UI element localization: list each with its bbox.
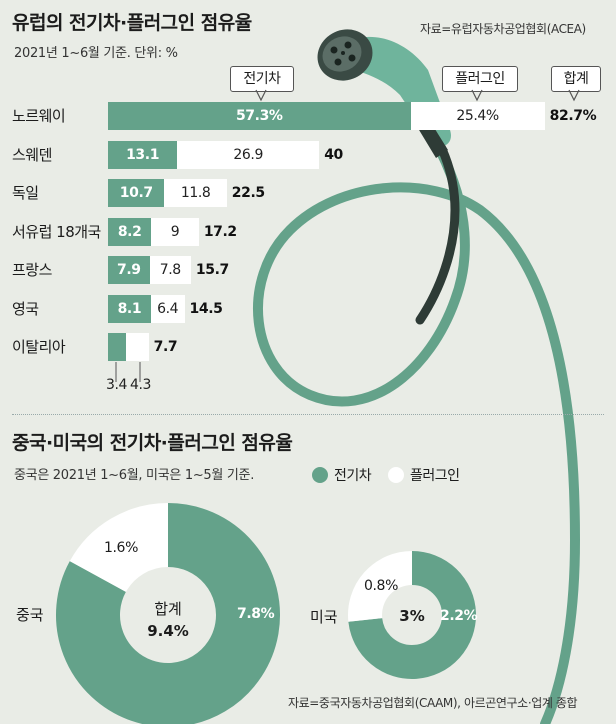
bar-ev (108, 256, 150, 284)
category-label: 서유럽 18개국 (12, 222, 101, 241)
bar-ev-value: 8.1 (117, 300, 142, 317)
category-label: 영국 (12, 299, 39, 318)
bar-phev-value: 11.8 (180, 185, 211, 201)
donut-slice (348, 551, 476, 679)
category-label: 프랑스 (12, 261, 52, 279)
bar-ev (108, 217, 152, 246)
stacked-bar-chart: 노르웨이 57.3% 25.4% 82.7% 스웨덴 13.1 26.9 40 독일 10.7 11… (12, 102, 597, 393)
legend-label-ev: 전기차 (334, 468, 372, 484)
bar-ev-value: 3.4 (106, 377, 128, 393)
ev-charging-plug-icon (317, 29, 451, 158)
donut-slice (348, 551, 413, 622)
donut-usa-phev-label: 0.8% (364, 578, 398, 594)
bar-total-value: 7.7 (153, 339, 178, 355)
chart-subtitle: 2021년 1~6월 기준. 단위: % (14, 46, 178, 61)
legend-swatch-phev (388, 467, 404, 483)
bar-phev-value: 4.3 (129, 377, 152, 393)
donut-usa (348, 551, 476, 679)
bar-ev (108, 102, 411, 130)
bar-ev-value: 8.2 (117, 223, 142, 240)
bar-phev (125, 333, 149, 361)
bar-total-value: 22.5 (231, 185, 265, 201)
chart-title: 유럽의 전기차·플러그인 점유율 (12, 12, 252, 34)
section-divider (12, 414, 604, 415)
donut-section-title: 중국·미국의 전기차·플러그인 점유율 (12, 432, 293, 454)
donut-usa-name: 미국 (310, 608, 338, 626)
donut-china-phev-label: 1.6% (104, 540, 138, 556)
bar-phev-value: 7.8 (159, 262, 181, 278)
legend-label-phev: 플러그인 (410, 468, 460, 484)
donut-slice (56, 503, 280, 724)
bar-ev (108, 333, 126, 361)
donut-usa-center-value: 3% (399, 607, 425, 625)
donut-slice (69, 503, 170, 594)
bar-phev (177, 140, 320, 169)
bar-phev-value: 6.4 (157, 300, 179, 317)
donut-china-name: 중국 (16, 606, 44, 624)
bar-total-value: 40 (324, 146, 343, 163)
category-label: 이탈리아 (12, 338, 66, 356)
bar-total-value: 17.2 (203, 223, 237, 240)
series-tag-total: 합계 (551, 66, 601, 92)
charging-cable (252, 145, 581, 724)
bar-ev-value: 7.9 (117, 262, 141, 278)
bar-ev-value: 10.7 (119, 185, 153, 201)
donut-china-ev-label: 7.8% (237, 606, 275, 622)
bar-phev-value: 9 (170, 223, 180, 240)
donut-section-subtitle: 중국은 2021년 1~6월, 미국은 1~5월 기준. (14, 468, 255, 483)
source-top: 자료=유럽자동차공업협회(ACEA) (420, 22, 586, 36)
legend-swatch-ev (312, 467, 328, 483)
bar-phev (149, 256, 191, 284)
series-tag-ev: 전기차 (230, 66, 294, 92)
italy-callout-lines (115, 362, 141, 382)
bar-phev (410, 102, 545, 130)
bar-phev-value: 25.4% (456, 108, 499, 124)
donut-china-center-value: 9.4% (147, 622, 189, 640)
bar-phev (150, 294, 185, 323)
bar-ev (108, 294, 151, 323)
bar-total-value: 82.7% (549, 108, 597, 124)
bar-ev (108, 140, 178, 169)
bar-ev-value: 13.1 (126, 146, 160, 163)
category-label: 스웨덴 (12, 145, 52, 164)
category-label: 노르웨이 (12, 107, 66, 125)
bar-phev-value: 26.9 (233, 146, 263, 163)
category-label: 독일 (12, 184, 39, 202)
series-tag-phev: 플러그인 (442, 66, 518, 92)
donut-china (56, 503, 280, 724)
bar-phev (164, 179, 227, 207)
donut-usa-ev-label: 2.2% (440, 608, 478, 624)
bar-total-value: 15.7 (195, 262, 229, 278)
bar-ev (108, 179, 165, 207)
bar-ev-value: 57.3% (235, 108, 283, 124)
bar-phev (151, 217, 199, 246)
source-bottom: 자료=중국자동차공업협회(CAAM), 아르곤연구소·업계 종합 (288, 696, 578, 710)
donut-china-center-label: 합계 (154, 600, 182, 618)
bar-total-value: 14.5 (189, 300, 223, 317)
